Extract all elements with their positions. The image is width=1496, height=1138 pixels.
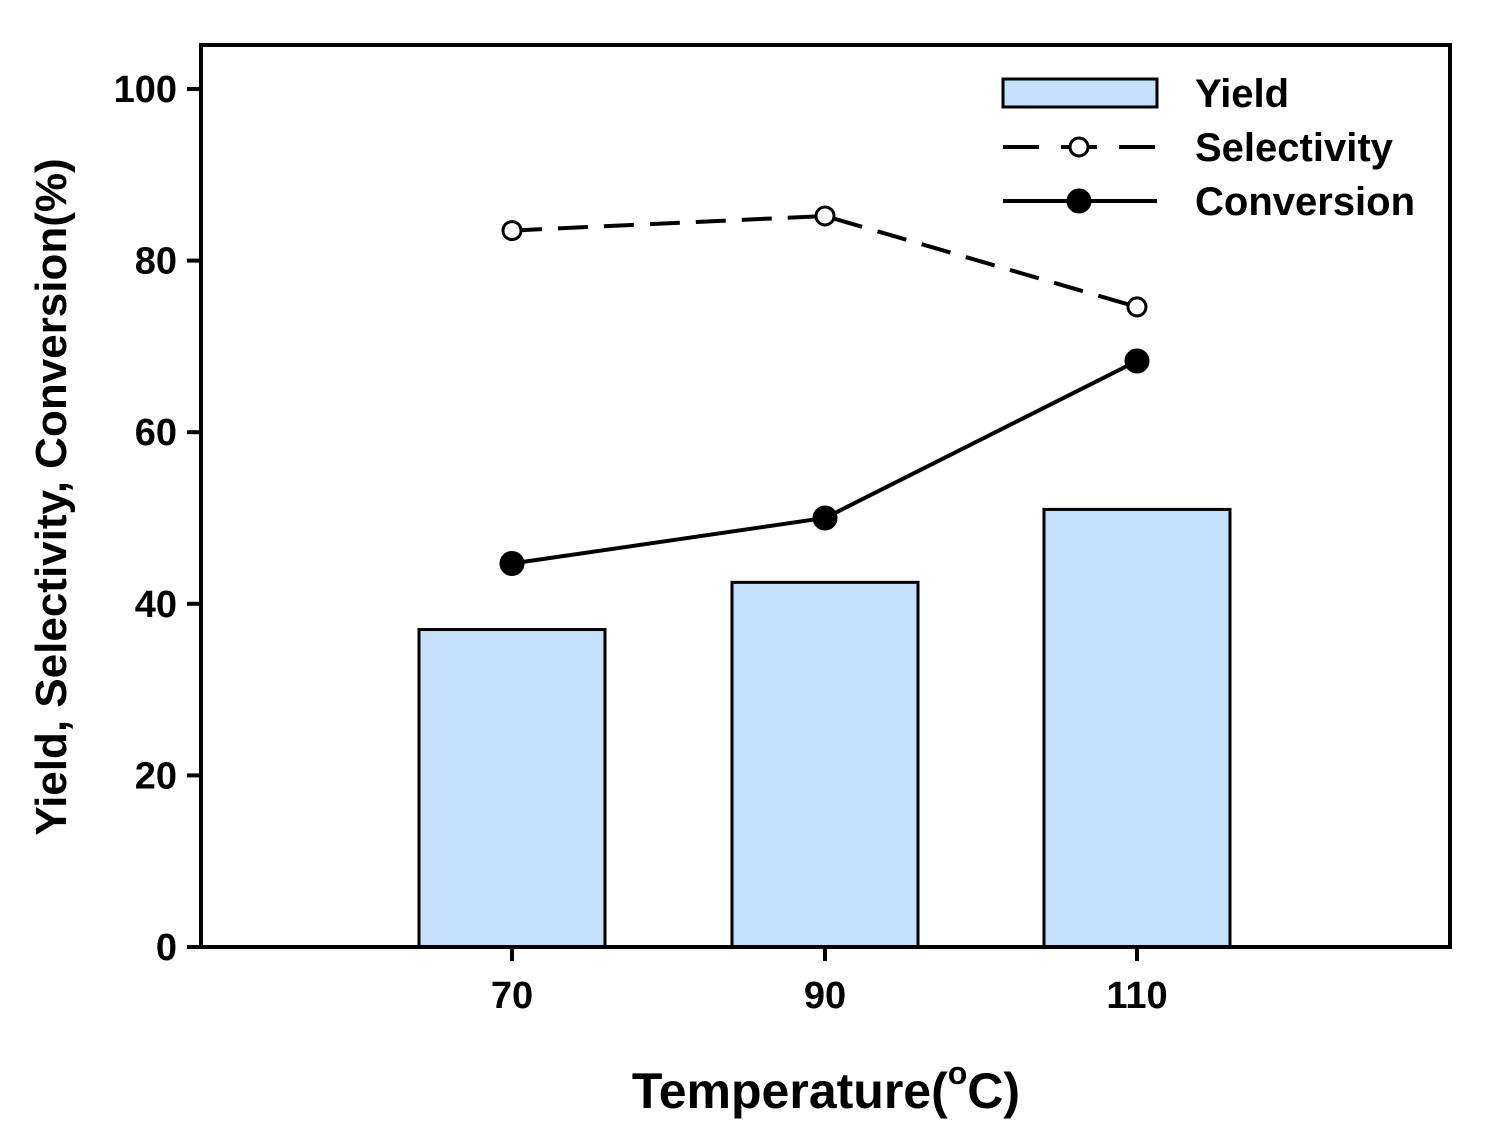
y-tick-label-60: 60	[135, 412, 177, 454]
point-selectivity-110	[1126, 296, 1148, 318]
x-tick-label-110: 110	[1106, 975, 1167, 1017]
y-axis-title: Yield, Selectivity, Conversion(%)	[27, 158, 76, 835]
legend-label-conversion: Conversion	[1195, 180, 1415, 224]
legend-marker-selectivity	[1068, 136, 1090, 158]
x-axis-title: Temperature(oC)	[632, 1055, 1020, 1119]
y-tick-label-20: 20	[135, 755, 177, 797]
line-selectivity	[511, 213, 1138, 309]
point-selectivity-70	[501, 220, 523, 242]
legend-swatch-yield	[1001, 77, 1159, 109]
y-tick-label-0: 0	[156, 927, 177, 969]
bar-yield-90	[730, 580, 920, 949]
x-tick-label-90: 90	[804, 975, 846, 1017]
legend-marker-conversion	[1066, 188, 1092, 214]
y-tick-label-100: 100	[114, 69, 177, 111]
x-tick-label-70: 70	[491, 975, 533, 1017]
legend-label-selectivity: Selectivity	[1195, 126, 1394, 170]
x-axis-title-main: Temperature(	[632, 1063, 948, 1119]
y-tick-label-40: 40	[135, 584, 177, 626]
bar-yield-70	[417, 628, 607, 949]
x-axis-title-degree: o	[948, 1055, 968, 1091]
bar-yield-110	[1042, 507, 1232, 949]
point-selectivity-90	[814, 205, 836, 227]
point-conversion-90	[812, 505, 838, 531]
point-conversion-70	[499, 550, 525, 576]
x-axis-title-unit: C)	[967, 1063, 1020, 1119]
legend-label-yield: Yield	[1195, 72, 1289, 116]
point-conversion-110	[1124, 348, 1150, 374]
y-tick-label-80: 80	[135, 241, 177, 283]
